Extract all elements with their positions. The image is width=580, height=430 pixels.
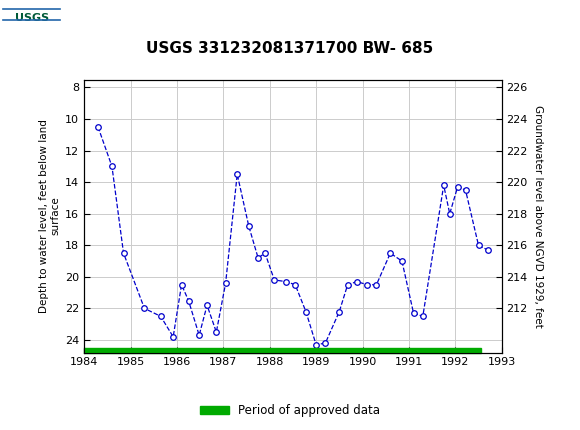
Y-axis label: Depth to water level, feet below land
surface: Depth to water level, feet below land su… [39, 119, 61, 313]
Text: USGS: USGS [67, 9, 122, 27]
Legend: Period of approved data: Period of approved data [195, 399, 385, 422]
Text: USGS: USGS [15, 12, 49, 22]
Bar [3, 3, 61, 34]
Y-axis label: Groundwater level above NGVD 1929, feet: Groundwater level above NGVD 1929, feet [534, 104, 543, 328]
Bar [84, 348, 481, 353]
Text: USGS 331232081371700 BW- 685: USGS 331232081371700 BW- 685 [146, 41, 434, 56]
